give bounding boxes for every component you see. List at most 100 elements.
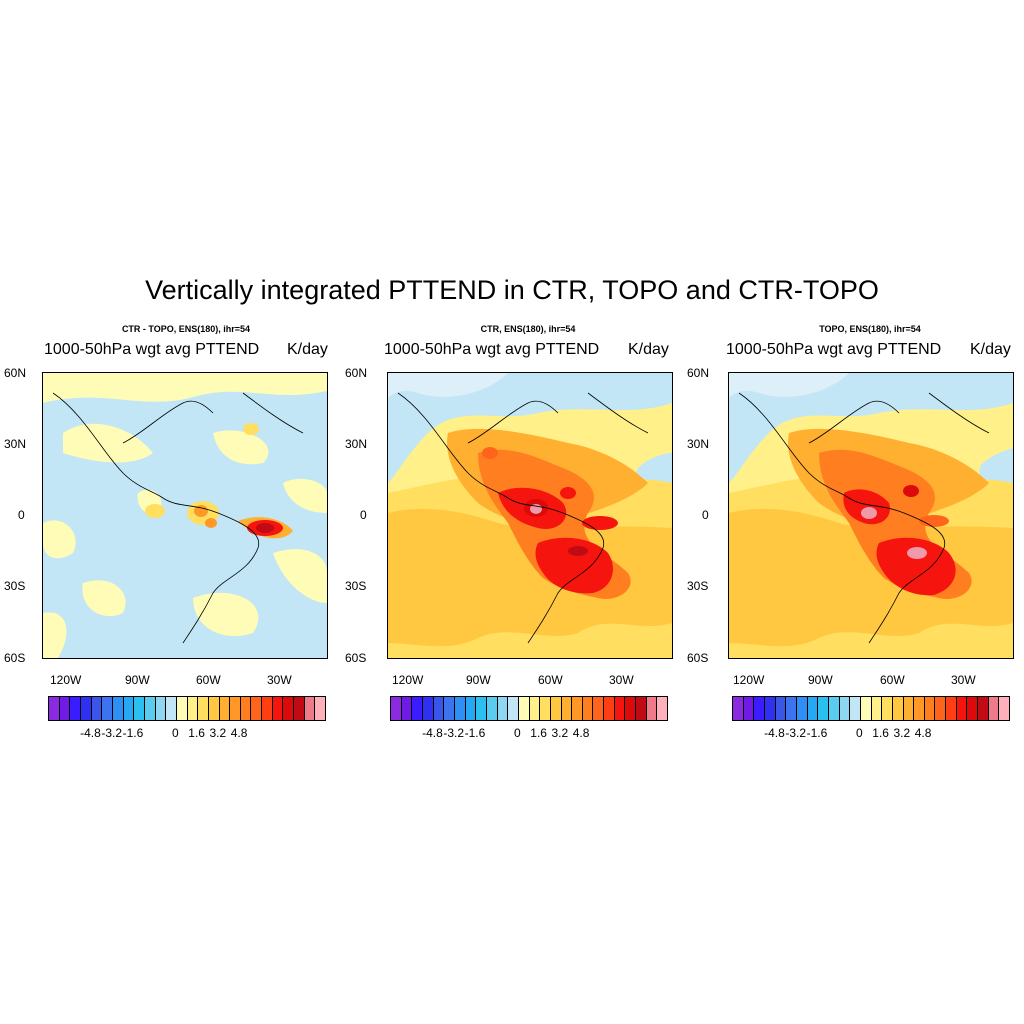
colorbar-label: 0	[172, 726, 179, 740]
lon-label-120w: 120W	[392, 673, 424, 687]
colorbar-box	[914, 697, 925, 720]
lon-label-60w: 60W	[538, 673, 563, 687]
colorbar-box	[903, 697, 915, 720]
panel-subtitle: CTR - TOPO, ENS(180), ihr=54	[121, 324, 251, 334]
colorbar-box	[882, 697, 893, 720]
colorbar-label: -3.2	[785, 726, 807, 740]
colorbar-label: 3.2	[893, 726, 911, 740]
colorbar-box	[49, 697, 60, 720]
colorbar-box	[786, 697, 797, 720]
colorbar-label: -1.6	[806, 726, 828, 740]
colorbar-box	[593, 697, 605, 720]
lat-label-30n: 30N	[4, 437, 27, 451]
colorbar-box	[198, 697, 209, 720]
panel-units-label: K/day	[628, 341, 669, 358]
colorbar-box	[892, 697, 904, 720]
colorbar-box	[240, 697, 252, 720]
colorbar-label: 0	[856, 726, 863, 740]
colorbar-box	[518, 697, 530, 720]
colorbar-box	[262, 697, 273, 720]
colorbar-box	[657, 697, 668, 720]
colorbar-box	[476, 697, 487, 720]
map-plot	[42, 372, 328, 659]
colorbar-box	[743, 697, 755, 720]
colorbar-box	[176, 697, 188, 720]
colorbar-box	[999, 697, 1010, 720]
lat-label-60n: 60N	[4, 366, 27, 380]
colorbar-box	[967, 697, 979, 720]
colorbar-box	[646, 697, 658, 720]
figure-title: Vertically integrated PTTEND in CTR, TOP…	[145, 275, 879, 305]
colorbar-label: -4.8	[80, 726, 101, 740]
colorbar-label: -4.8	[422, 726, 443, 740]
colorbar-box	[775, 697, 787, 720]
colorbar-box	[550, 697, 562, 720]
colorbar-box	[764, 697, 776, 720]
lat-label-60s: 60S	[4, 651, 26, 665]
colorbar-box	[465, 697, 477, 720]
colorbar-box	[70, 697, 81, 720]
panel-ctr: CTR, ENS(180), ihr=54 1000-50hPa wgt avg…	[342, 320, 682, 750]
colorbar-label: 4.8	[230, 726, 248, 740]
colorbar-box	[978, 697, 989, 720]
colorbar-box	[134, 697, 145, 720]
lat-label-0: 0	[18, 508, 25, 522]
colorbar-box	[272, 697, 284, 720]
colorbar-box	[625, 697, 637, 720]
lat-label-30s: 30S	[687, 579, 709, 593]
colorbar-box	[935, 697, 947, 720]
panel-left-label: 1000-50hPa wgt avg PTTEND	[44, 341, 260, 358]
panel-left-label: 1000-50hPa wgt avg PTTEND	[384, 341, 600, 358]
colorbar-box	[796, 697, 808, 720]
colorbar-label: -3.2	[443, 726, 465, 740]
lat-label-60s: 60S	[345, 651, 367, 665]
colorbar-box	[391, 697, 402, 720]
colorbar-box	[839, 697, 851, 720]
lon-label-90w: 90W	[466, 673, 491, 687]
colorbar-box	[208, 697, 220, 720]
colorbar-label: 3.2	[551, 726, 569, 740]
colorbar-box	[401, 697, 413, 720]
colorbar-box	[102, 697, 113, 720]
colorbar-box	[807, 697, 819, 720]
colorbar-label: 3.2	[209, 726, 227, 740]
colorbar-box	[112, 697, 124, 720]
colorbar-box	[123, 697, 135, 720]
colorbar-label: -3.2	[101, 726, 123, 740]
colorbar-box	[486, 697, 498, 720]
panel-subtitle: CTR, ENS(180), ihr=54	[480, 324, 576, 334]
lat-label-30s: 30S	[345, 579, 367, 593]
colorbar-box	[540, 697, 551, 720]
panel-units-label: K/day	[970, 341, 1011, 358]
colorbar-box	[59, 697, 71, 720]
lat-label-30n: 30N	[345, 437, 368, 451]
panel-subtitle: TOPO, ENS(180), ihr=54	[819, 324, 921, 334]
colorbar-box	[924, 697, 936, 720]
lon-label-90w: 90W	[808, 673, 833, 687]
colorbar-box	[818, 697, 829, 720]
map-plot	[728, 372, 1014, 659]
colorbar-box	[80, 697, 92, 720]
colorbar-box	[230, 697, 241, 720]
colorbar-label: -4.8	[764, 726, 785, 740]
colorbar	[48, 696, 326, 721]
lon-label-60w: 60W	[880, 673, 905, 687]
colorbar-label: 0	[514, 726, 521, 740]
lat-label-0: 0	[360, 508, 367, 522]
colorbar-box	[304, 697, 316, 720]
colorbar-box	[946, 697, 957, 720]
colorbar-box	[733, 697, 744, 720]
lat-label-30s: 30S	[4, 579, 26, 593]
lat-label-60s: 60S	[687, 651, 709, 665]
colorbar	[390, 696, 668, 721]
colorbar-box	[508, 697, 519, 720]
colorbar-box	[91, 697, 103, 720]
colorbar-box	[283, 697, 295, 720]
colorbar-box	[561, 697, 573, 720]
panel-left-label: 1000-50hPa wgt avg PTTEND	[726, 341, 942, 358]
colorbar-label: -1.6	[122, 726, 144, 740]
lat-label-0: 0	[702, 508, 709, 522]
colorbar-box	[251, 697, 263, 720]
map-plot	[387, 372, 673, 659]
colorbar-box	[422, 697, 434, 720]
